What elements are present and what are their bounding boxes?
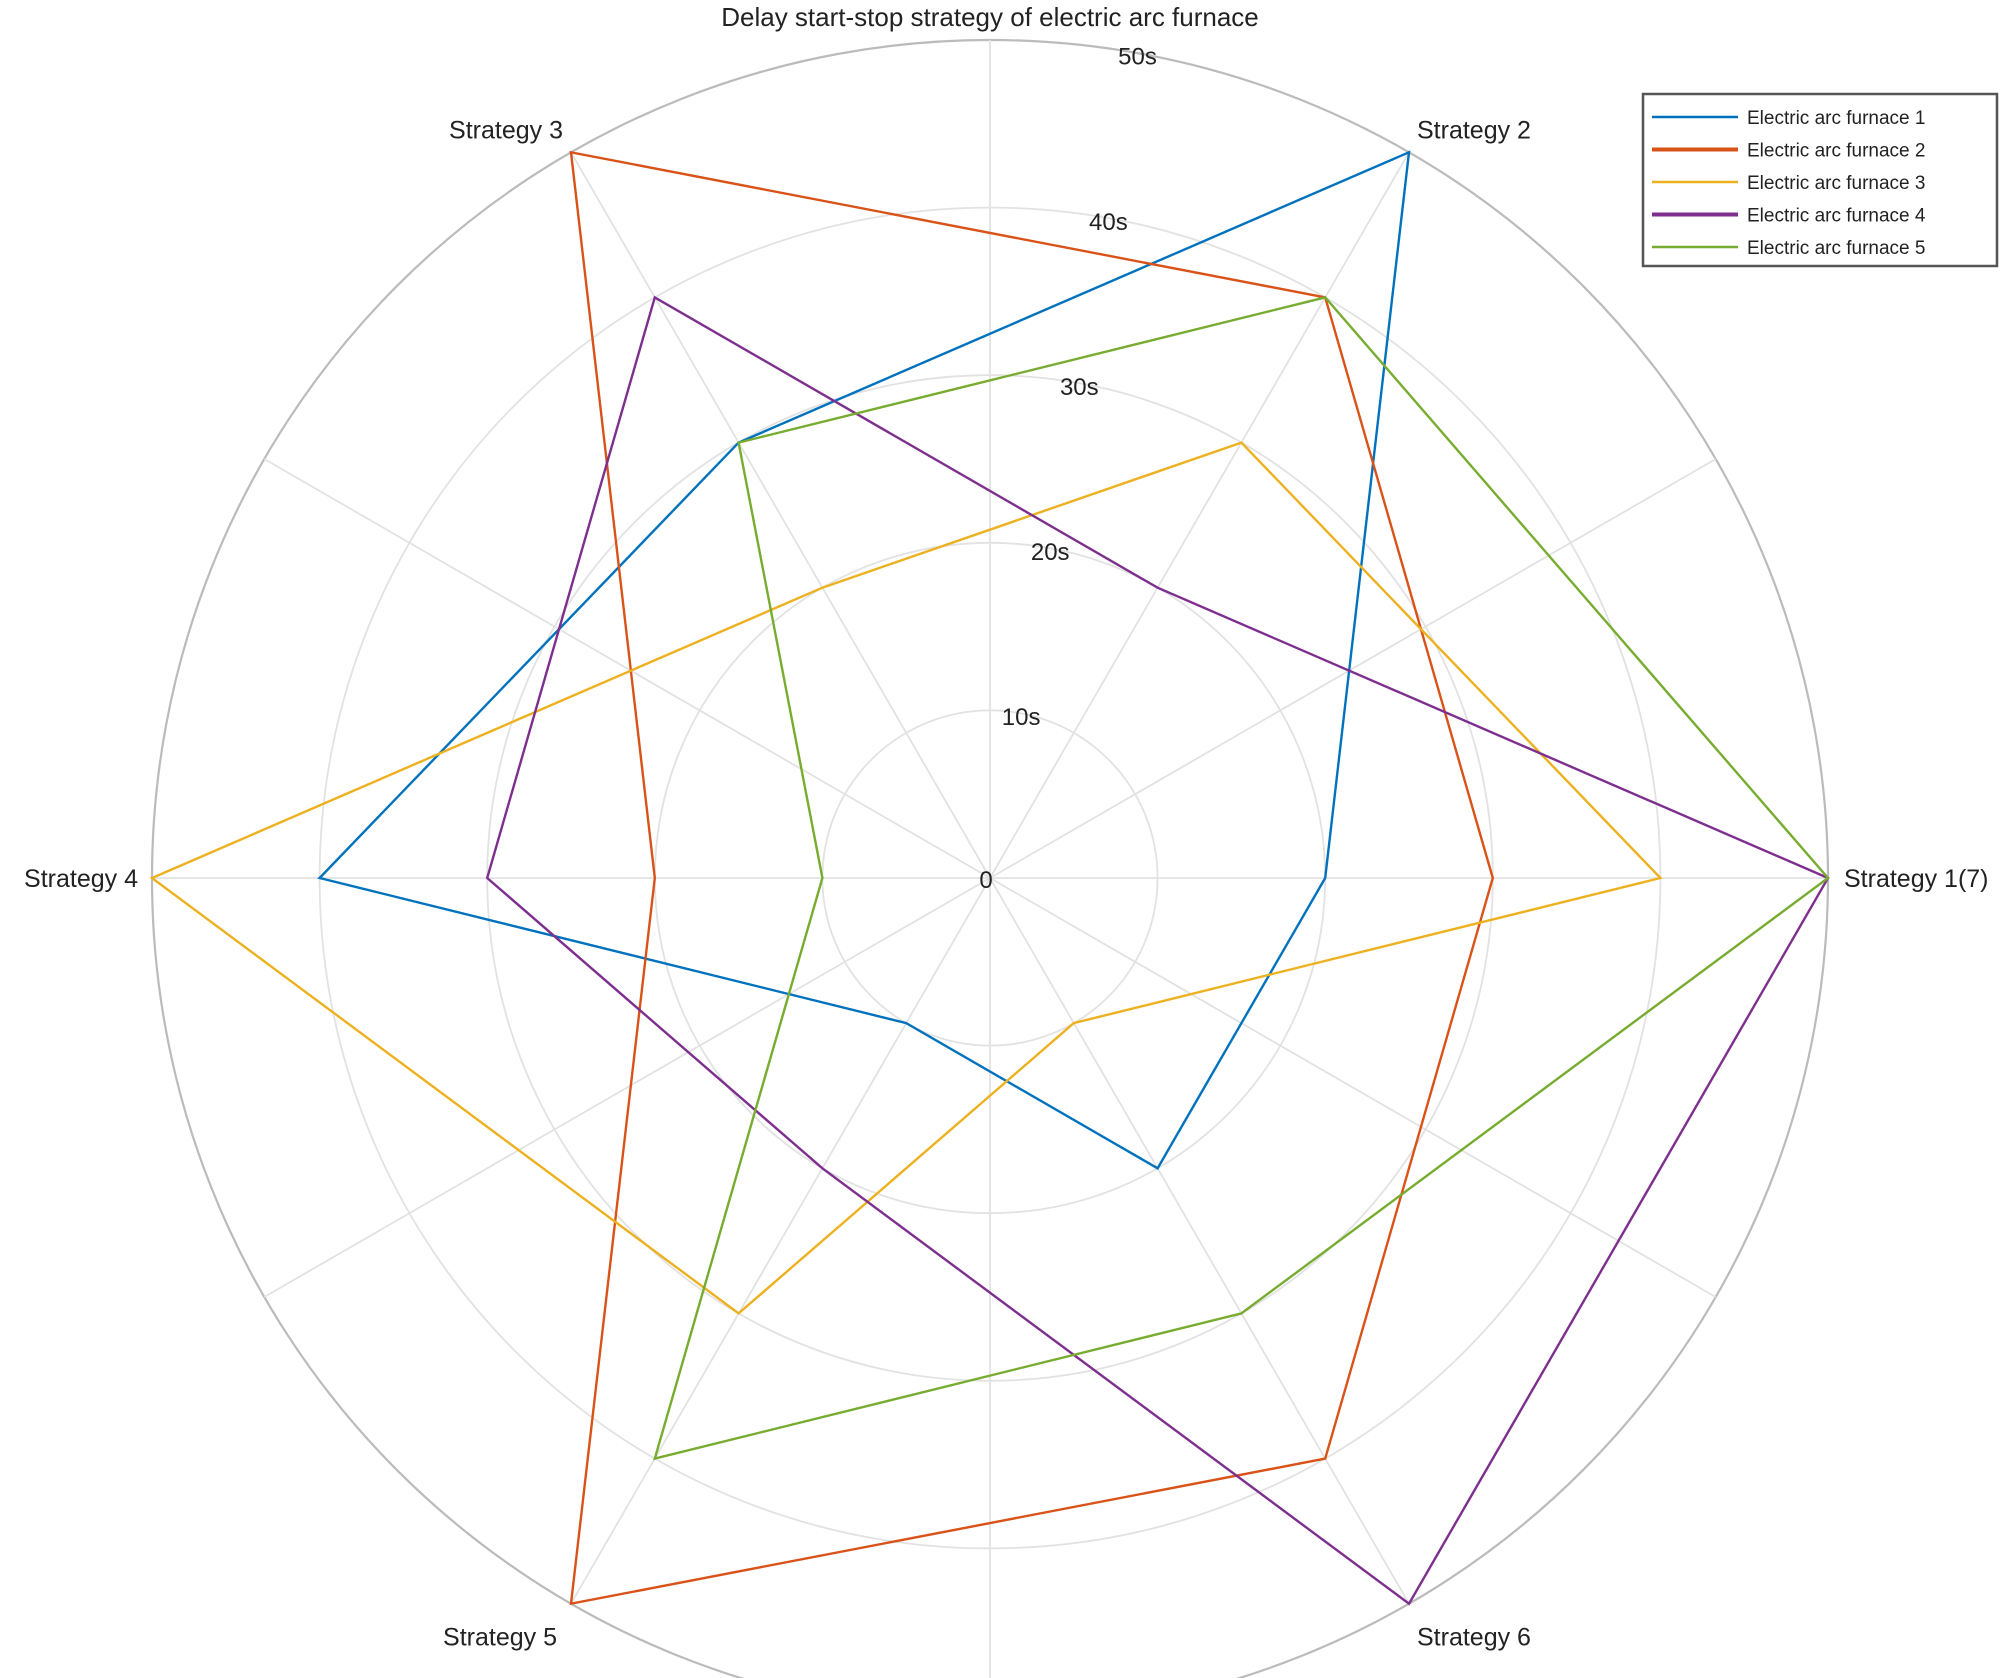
axis-label-strategy: Strategy 6 (1417, 1624, 1531, 1652)
series-line (149, 441, 1663, 1315)
legend-entry: Electric arc furnace 2 (1747, 141, 1925, 162)
legend-entry: Electric arc furnace 4 (1747, 206, 1926, 227)
legend-box (1641, 92, 1999, 268)
series-line (317, 150, 1411, 1170)
grid-spoke (989, 458, 1717, 879)
legend-entry: Electric arc furnace 3 (1747, 173, 1925, 194)
grid-spoke (570, 151, 991, 879)
legend: Electric arc furnace 1 Electric arc furna… (1641, 92, 1999, 268)
radial-tick-label: 30s (1060, 374, 1099, 401)
grid-spoke (989, 877, 1410, 1605)
legend-entry: Electric arc furnace 1 (1747, 108, 1925, 129)
legend-entry: Electric arc furnace 5 (1747, 238, 1925, 259)
radial-tick-label: 50s (1118, 44, 1157, 71)
series-lines (149, 150, 1830, 1606)
axis-label-strategy: Strategy 3 (449, 116, 563, 144)
axis-label-strategy: Strategy 4 (24, 865, 138, 893)
chart-title: Delay start-stop strategy of electric ar… (721, 2, 1259, 32)
axis-label-strategy: Strategy 5 (443, 1624, 557, 1652)
grid-spoke (263, 458, 991, 879)
radial-tick-label: 10s (1002, 704, 1041, 731)
radial-tick-label: 20s (1031, 539, 1070, 566)
radial-tick-label: 40s (1089, 209, 1128, 236)
polar-grid (151, 39, 1829, 1678)
axis-label-strategy: Strategy 2 (1417, 116, 1531, 144)
axis-labels: 0 10s 20s 30s 40s 50s Strategy 1(7) Strategy 2 S… (24, 44, 1988, 1652)
series-line (485, 295, 1830, 1606)
grid-spoke (263, 877, 991, 1298)
grid-spoke (989, 877, 1717, 1298)
radial-tick-label: 0 (979, 867, 992, 894)
grid-spoke (989, 151, 1410, 879)
grid-spoke (570, 877, 991, 1605)
series-line (653, 296, 1830, 1461)
axis-label-strategy: Strategy 1(7) (1844, 865, 1989, 893)
